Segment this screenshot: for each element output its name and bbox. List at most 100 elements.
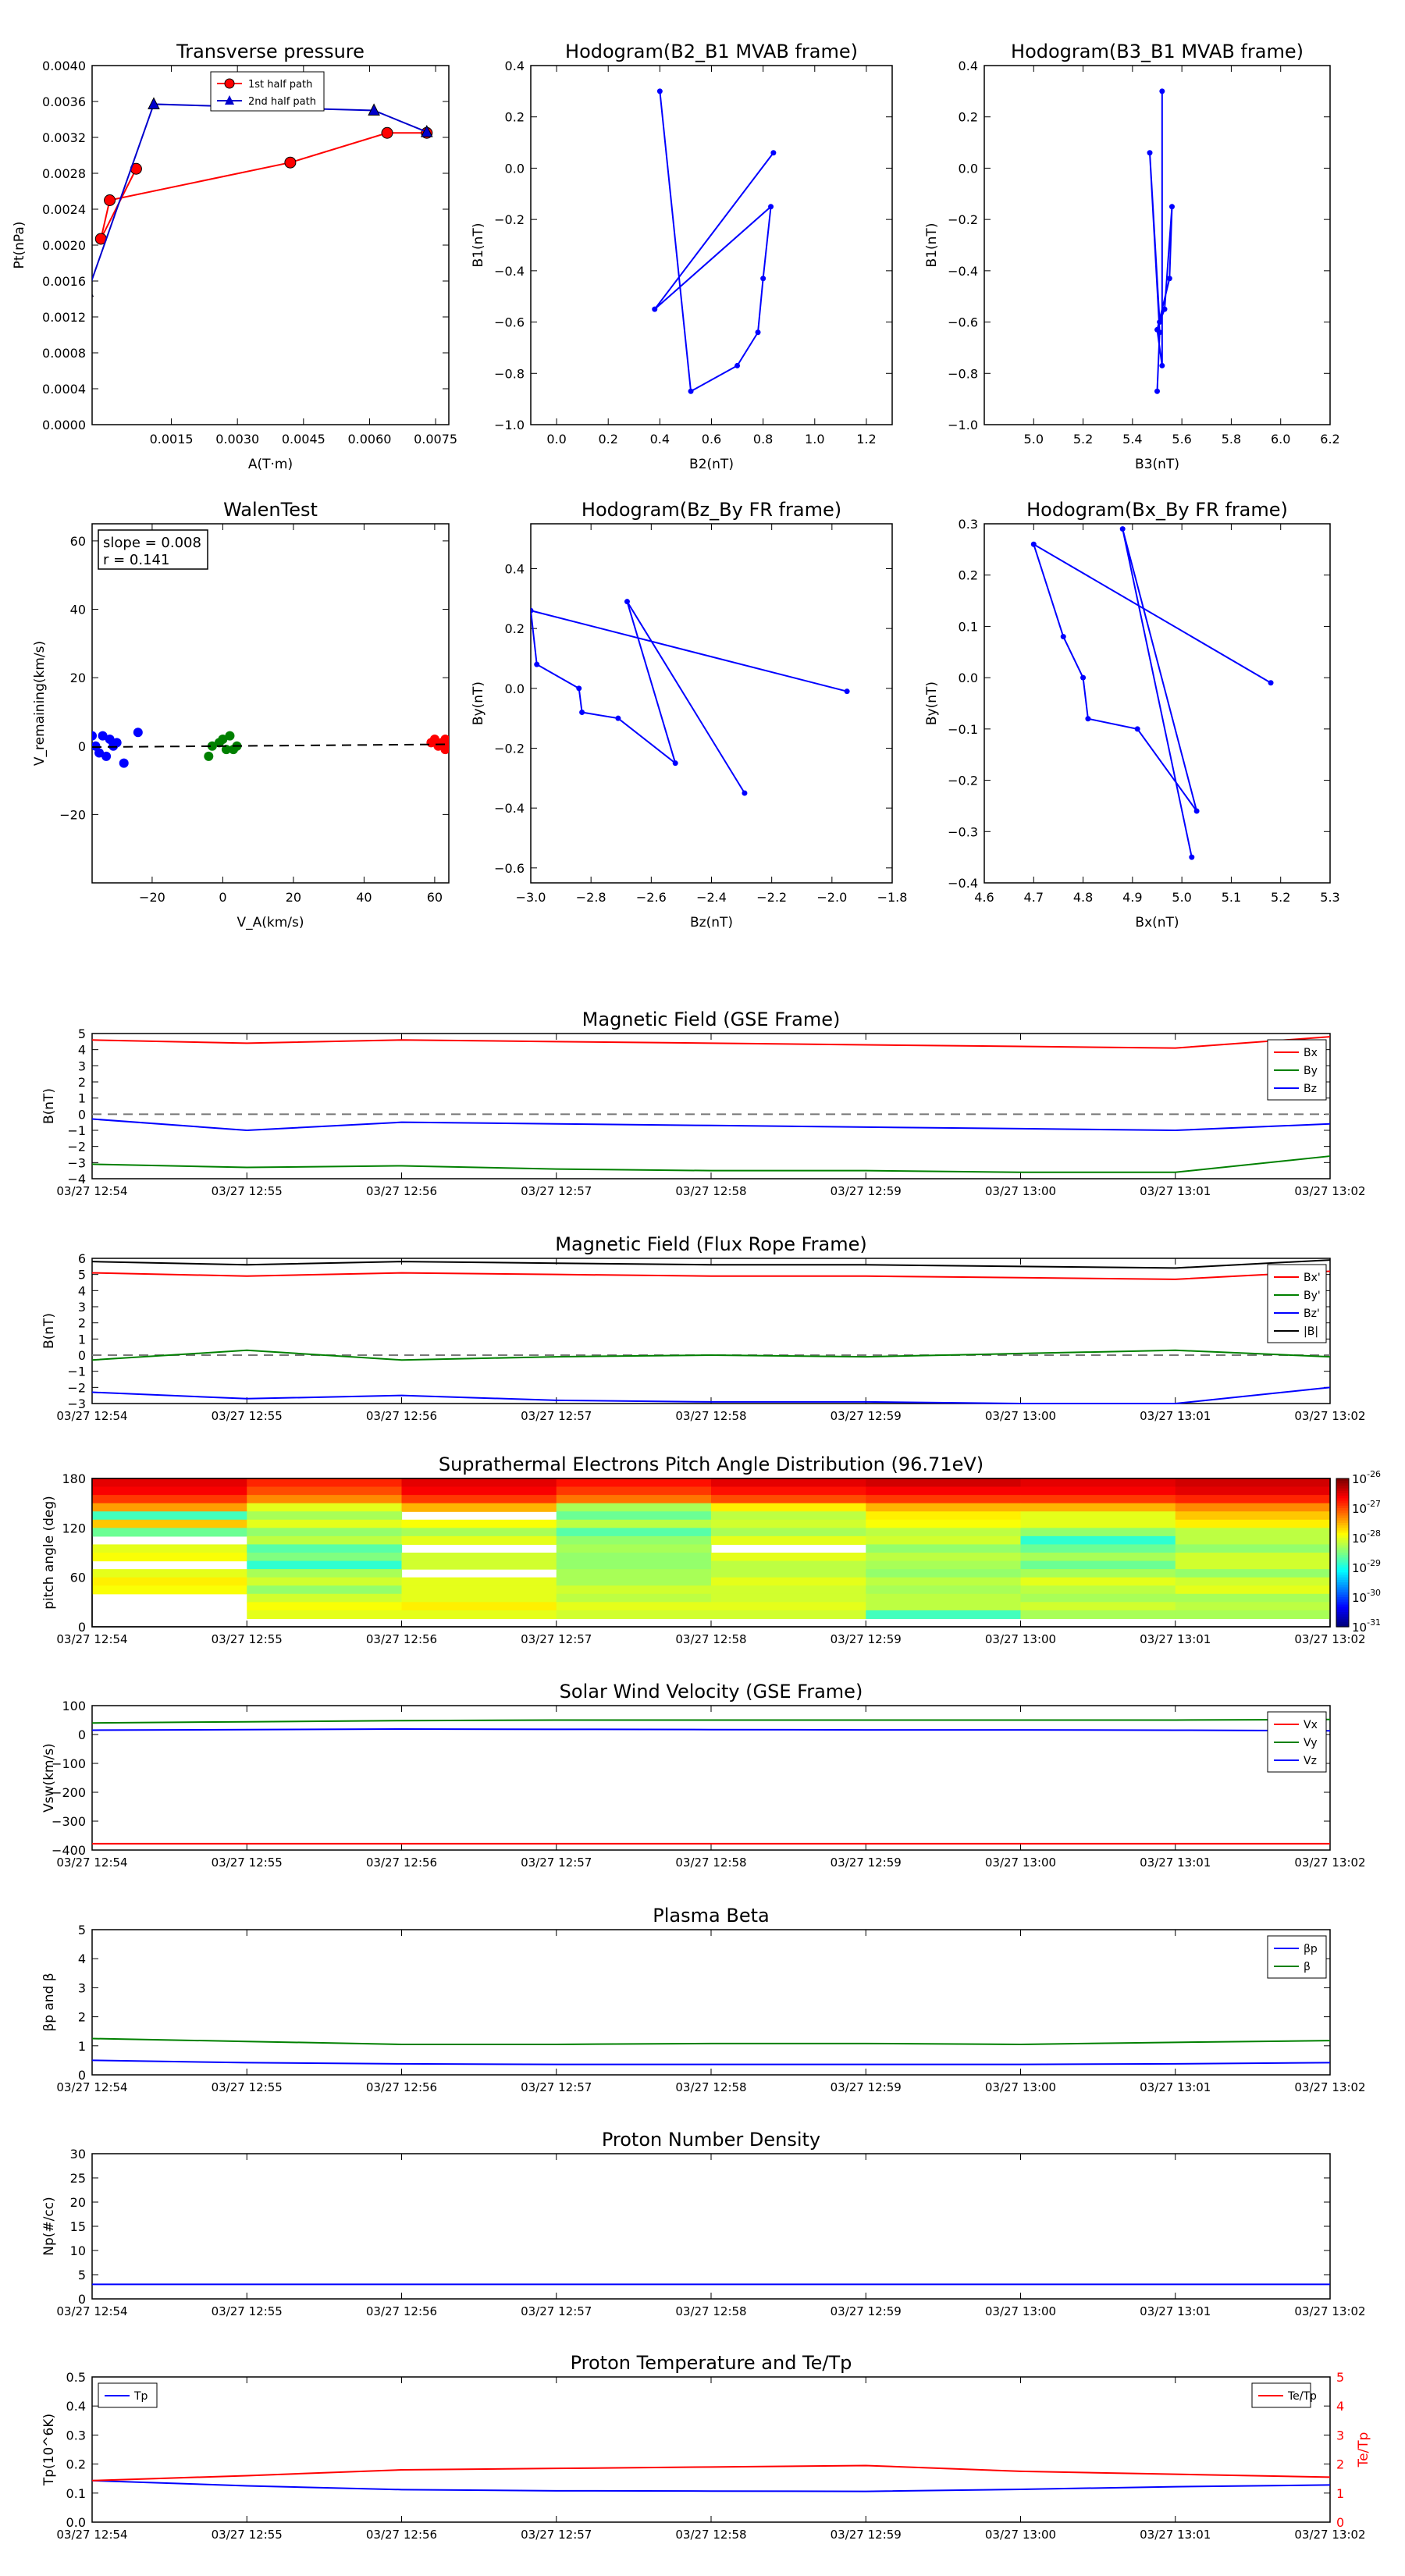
heatmap-cell bbox=[866, 1569, 1022, 1578]
y-tick-label: 0.3 bbox=[66, 2428, 86, 2443]
fit-line bbox=[92, 743, 449, 749]
y-tick-label: −1 bbox=[67, 1364, 86, 1379]
colorbar-step bbox=[1336, 1577, 1349, 1581]
time-tick-label: 03/27 12:55 bbox=[212, 2080, 283, 2094]
time-tick-label: 03/27 13:00 bbox=[985, 1184, 1056, 1198]
series-line bbox=[91, 1270, 1331, 1280]
plot-area bbox=[1030, 526, 1274, 860]
y-tick-label: 5 bbox=[78, 1026, 86, 1041]
legend-label: By bbox=[1304, 1065, 1318, 1077]
colorbar-tick-base: 10 bbox=[1352, 1502, 1367, 1516]
legend: Tp bbox=[98, 2382, 158, 2408]
y-tick-label: 0.2 bbox=[505, 110, 525, 125]
colorbar-step bbox=[1336, 1555, 1349, 1558]
x-tick-label: −20 bbox=[139, 890, 165, 905]
plot-frame bbox=[984, 523, 1331, 884]
legend-label: Bz' bbox=[1304, 1308, 1320, 1320]
y-tick-label: 0.1 bbox=[959, 619, 978, 634]
colorbar-step bbox=[1336, 1485, 1349, 1489]
heatmap-cell bbox=[1020, 1610, 1176, 1620]
plot-area bbox=[92, 97, 433, 297]
chart-mag_gse: Magnetic Field (GSE Frame) B(nT) 03/27 12:… bbox=[41, 1009, 1366, 1198]
heatmap-cells bbox=[92, 1478, 1331, 1620]
heatmap-cell bbox=[247, 1528, 403, 1537]
data-point bbox=[615, 715, 621, 721]
time-tick-label: 03/27 12:55 bbox=[212, 1409, 283, 1423]
y-tick-label: −0.6 bbox=[948, 315, 978, 330]
data-point bbox=[133, 728, 143, 738]
x-tick-label: 5.0 bbox=[1024, 432, 1044, 447]
heatmap-cell bbox=[92, 1577, 247, 1586]
heatmap-cell bbox=[401, 1478, 557, 1488]
x-tick-label: 0.0075 bbox=[414, 432, 457, 447]
series-line bbox=[91, 2464, 1331, 2482]
data-point bbox=[1161, 306, 1168, 312]
y-tick-label: 1 bbox=[78, 2039, 86, 2054]
data-point bbox=[148, 97, 160, 109]
y-tick-label: 0 bbox=[78, 1727, 86, 1742]
heatmap-cell bbox=[1020, 1528, 1176, 1537]
heatmap-cell bbox=[556, 1478, 712, 1488]
chart-title: Proton Number Density bbox=[602, 2129, 820, 2151]
heatmap-cell bbox=[866, 1528, 1022, 1537]
y-axis-label: By(nT) bbox=[924, 681, 940, 725]
colorbar-step bbox=[1336, 1617, 1349, 1621]
chart-sw_velocity: Solar Wind Velocity (GSE Frame) Vsw(km/s)… bbox=[41, 1681, 1366, 1870]
data-point bbox=[672, 760, 678, 767]
time-tick-label: 03/27 13:01 bbox=[1140, 2528, 1211, 2542]
data-point bbox=[742, 790, 748, 796]
annotation-r: r = 0.141 bbox=[103, 552, 169, 568]
x-tick-label: 0.0060 bbox=[347, 432, 391, 447]
chart-hodogram_b3_b1: Hodogram(B3_B1 MVAB frame) B3(nT) B1(nT) 5.… bbox=[924, 41, 1340, 472]
y-tick-label: 0.0024 bbox=[42, 202, 86, 217]
heatmap-cell bbox=[92, 1519, 247, 1528]
heatmap-cell bbox=[247, 1560, 403, 1570]
heatmap-cell bbox=[1175, 1569, 1331, 1578]
time-tick-label: 03/27 12:54 bbox=[56, 1409, 127, 1423]
data-point bbox=[1085, 716, 1091, 722]
chart-title: Hodogram(B2_B1 MVAB frame) bbox=[565, 41, 858, 62]
data-point bbox=[225, 731, 235, 741]
y-tick-label: −100 bbox=[52, 1756, 86, 1771]
y-tick-label: 0.3 bbox=[959, 517, 978, 532]
y-tick-label: 0.0036 bbox=[42, 94, 86, 109]
x-tick-label: 5.2 bbox=[1271, 890, 1290, 905]
series-line bbox=[653, 91, 774, 393]
legend-box bbox=[1267, 1935, 1327, 1979]
series-line bbox=[91, 2037, 1331, 2045]
y-tick-label: 5 bbox=[78, 2268, 86, 2282]
plot-frame bbox=[91, 1478, 1331, 1628]
legend-label: 2nd half path bbox=[248, 96, 316, 108]
y-tick-label: 0 bbox=[78, 1107, 86, 1122]
colorbar-tick-label: 10-30 bbox=[1352, 1588, 1381, 1605]
y-tick-label: 0.0 bbox=[505, 161, 525, 176]
legend-label: Tp bbox=[133, 2390, 148, 2403]
time-tick-label: 03/27 12:54 bbox=[56, 1856, 127, 1870]
y-tick-label: 1 bbox=[78, 1091, 86, 1106]
data-point bbox=[534, 661, 540, 667]
time-tick-label: 03/27 12:58 bbox=[675, 1632, 746, 1646]
time-tick-label: 03/27 12:58 bbox=[675, 1409, 746, 1423]
colorbar-tick-base: 10 bbox=[1352, 1532, 1367, 1546]
data-point bbox=[844, 688, 850, 695]
heatmap-cell bbox=[92, 1528, 247, 1537]
y-tick-label: −0.2 bbox=[948, 212, 978, 227]
x-tick-label: 0.2 bbox=[598, 432, 617, 447]
y-tick-label: 0.0032 bbox=[42, 130, 86, 145]
y-tick-label: 5 bbox=[78, 1268, 86, 1283]
heatmap-cell bbox=[92, 1478, 247, 1488]
time-tick-label: 03/27 13:01 bbox=[1140, 1856, 1211, 1870]
series-line bbox=[1032, 528, 1272, 858]
x-tick-label: 6.2 bbox=[1320, 432, 1339, 447]
heatmap-cell bbox=[247, 1593, 403, 1603]
x-tick-label: 5.2 bbox=[1073, 432, 1093, 447]
colorbar-step bbox=[1336, 1553, 1349, 1556]
heatmap-cell bbox=[1020, 1585, 1176, 1595]
colorbar-step bbox=[1336, 1510, 1349, 1514]
heatmap-cell bbox=[1175, 1577, 1331, 1586]
time-tick-label: 03/27 13:00 bbox=[985, 1409, 1056, 1423]
heatmap-cell bbox=[1020, 1478, 1176, 1488]
colorbar-step bbox=[1336, 1538, 1349, 1541]
heatmap-cell bbox=[866, 1519, 1022, 1528]
heatmap-cell bbox=[556, 1528, 712, 1537]
